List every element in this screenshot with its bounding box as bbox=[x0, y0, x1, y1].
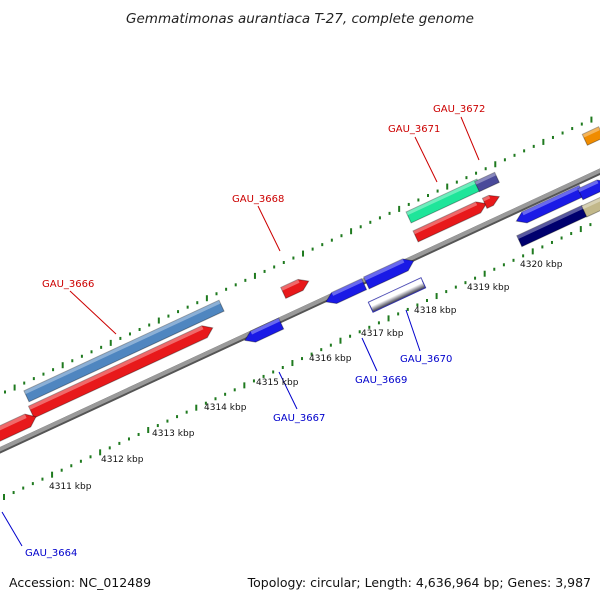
gene-gau-3669 bbox=[325, 278, 368, 305]
gene-navy-right-highlight bbox=[516, 205, 584, 239]
lower-tick-track bbox=[3, 223, 592, 500]
gene-label-gau-3669[interactable]: GAU_3669 bbox=[355, 375, 407, 386]
gene-gau-3668 bbox=[280, 278, 310, 300]
accession-text: Accession: NC_012489 bbox=[9, 575, 151, 590]
gene-label-gau-3667[interactable]: GAU_3667 bbox=[273, 413, 325, 424]
gene-gau-3672-shape bbox=[474, 171, 500, 193]
scale-label-4315: 4315 kbp bbox=[256, 378, 299, 388]
gene-red-small-highlight bbox=[482, 195, 491, 202]
genome-backbone bbox=[0, 168, 600, 452]
gene-label-gau-3666[interactable]: GAU_3666 bbox=[42, 279, 94, 290]
gene-gau-3670 bbox=[367, 277, 427, 313]
leader-gau-3670 bbox=[405, 309, 421, 352]
gene-blue-upper-shape bbox=[363, 258, 415, 290]
gene-red-small-shape bbox=[481, 194, 501, 210]
gene-label-gau-3672[interactable]: GAU_3672 bbox=[433, 104, 485, 115]
gene-gau-3672-highlight bbox=[474, 172, 497, 185]
gene-gau-3667-shape bbox=[244, 317, 285, 343]
scale-label-4317: 4317 kbp bbox=[361, 329, 404, 339]
genome-summary-text: Topology: circular; Length: 4,636,964 bp… bbox=[247, 575, 591, 590]
gene-gau-3666-outer-highlight bbox=[23, 300, 221, 395]
gene-label-gau-3668[interactable]: GAU_3668 bbox=[232, 194, 284, 205]
gene-red-mid-shape bbox=[412, 201, 488, 243]
gene-label-gau-3671[interactable]: GAU_3671 bbox=[388, 124, 440, 135]
gene-blue-right-highlight bbox=[521, 185, 581, 216]
gene-gau-3670-shape bbox=[367, 277, 427, 313]
gene-gau-3669-shape bbox=[325, 278, 368, 305]
scale-label-4312: 4312 kbp bbox=[101, 455, 144, 465]
label-leaders bbox=[1, 116, 480, 547]
gene-left-red-highlight bbox=[0, 414, 27, 433]
leader-gau-3667 bbox=[278, 371, 298, 410]
gene-left-red-shape bbox=[0, 413, 37, 443]
map-title: Gemmatimonas aurantiaca T-27, complete g… bbox=[126, 11, 474, 27]
gene-features bbox=[0, 126, 600, 443]
gene-label-gau-3670[interactable]: GAU_3670 bbox=[400, 354, 452, 365]
gene-gau-3666-outer-shape bbox=[23, 299, 225, 403]
gene-blue-right bbox=[515, 184, 585, 224]
gene-blue-edge bbox=[577, 179, 600, 201]
scale-label-4314: 4314 kbp bbox=[204, 403, 247, 413]
gene-blue-edge-highlight bbox=[577, 180, 599, 193]
gene-blue-edge-shape bbox=[577, 179, 600, 201]
gene-red-mid bbox=[412, 201, 488, 243]
leader-gau-3671 bbox=[414, 136, 438, 183]
gene-gau-3667 bbox=[244, 317, 285, 343]
leader-gau-3669 bbox=[361, 337, 378, 372]
scale-label-4320: 4320 kbp bbox=[520, 260, 563, 270]
leader-gau-3664 bbox=[1, 511, 23, 547]
gene-gau-3666-shape bbox=[27, 325, 214, 419]
gene-gau-3666-highlight bbox=[28, 325, 204, 410]
gene-orange-edge-shape bbox=[581, 126, 600, 146]
leader-gau-3668 bbox=[257, 205, 281, 252]
gene-red-mid-highlight bbox=[413, 201, 478, 235]
gene-khaki-edge-shape bbox=[581, 194, 600, 218]
scale-label-4316: 4316 kbp bbox=[309, 354, 352, 364]
gene-gau-3668-shape bbox=[280, 278, 310, 300]
gene-gau-3671-highlight bbox=[406, 179, 479, 216]
gene-gau-3666-outer bbox=[23, 299, 225, 403]
gene-left-red bbox=[0, 413, 37, 443]
gene-orange-edge bbox=[581, 126, 600, 146]
gene-orange-edge-highlight bbox=[582, 126, 600, 138]
gene-khaki-edge-highlight bbox=[581, 195, 600, 210]
scale-label-4319: 4319 kbp bbox=[467, 283, 510, 293]
scale-label-4313: 4313 kbp bbox=[152, 429, 195, 439]
gene-gau-3668-highlight bbox=[280, 279, 300, 291]
gene-gau-3666 bbox=[27, 325, 214, 419]
gene-gau-3672 bbox=[474, 171, 500, 193]
gene-gau-3669-highlight bbox=[331, 278, 364, 296]
gene-blue-upper bbox=[363, 258, 415, 290]
gene-blue-upper-highlight bbox=[363, 258, 405, 281]
scale-label-4318: 4318 kbp bbox=[414, 306, 457, 316]
gene-khaki-edge bbox=[581, 194, 600, 218]
leader-gau-3672 bbox=[460, 116, 480, 161]
gene-red-small bbox=[481, 194, 501, 210]
gene-label-gau-3664[interactable]: GAU_3664 bbox=[25, 548, 77, 559]
scale-label-4311: 4311 kbp bbox=[49, 482, 92, 492]
gene-gau-3670-highlight bbox=[368, 277, 423, 306]
upper-tick-track bbox=[4, 116, 593, 394]
gene-gau-3667-highlight bbox=[250, 318, 281, 335]
leader-gau-3666 bbox=[69, 290, 117, 335]
gene-blue-right-shape bbox=[515, 184, 585, 224]
